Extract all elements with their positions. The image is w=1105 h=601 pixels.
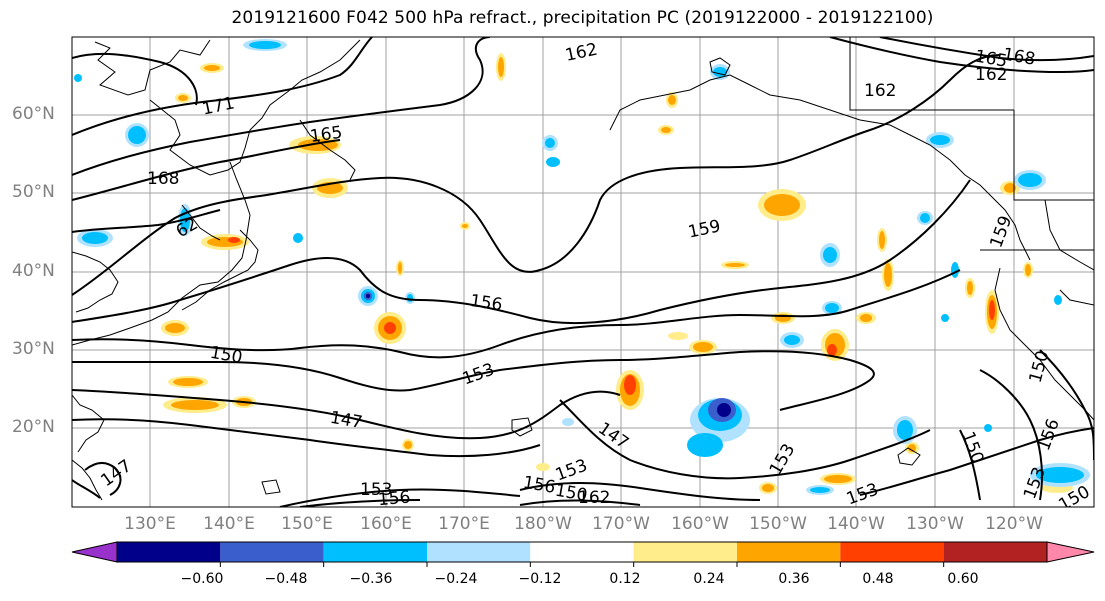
colorbar-tick-label: −0.24	[434, 571, 478, 587]
contour-label: 156	[469, 291, 504, 315]
colorbar-segment	[427, 542, 531, 562]
lat-label-30: 30°N	[12, 339, 55, 359]
lon-label: 120°W	[985, 514, 1043, 534]
colorbar-tick-label: −0.48	[264, 571, 308, 587]
lon-label: 130°E	[124, 514, 176, 534]
contour-label: 165	[309, 123, 344, 147]
lat-label-60: 60°N	[12, 104, 55, 124]
colorbar-segment	[530, 542, 634, 562]
colorbar	[71, 541, 1095, 567]
colorbar-segment	[737, 542, 841, 562]
lon-label: 170°E	[438, 514, 490, 534]
contour-label: 162	[864, 81, 896, 101]
contour-label: 156	[377, 487, 411, 510]
lon-label: 130°W	[906, 514, 964, 534]
plot-frame	[71, 36, 1095, 508]
lon-label: 150°W	[749, 514, 807, 534]
colorbar-extend-high	[1046, 541, 1095, 563]
contour-label: 162	[578, 488, 610, 508]
lon-label: 180°W	[514, 514, 572, 534]
contour-label: 153	[360, 480, 392, 500]
colorbar-tick-label: 0.24	[693, 571, 725, 587]
lat-label-40: 40°N	[12, 261, 55, 281]
colorbar-segment	[943, 542, 1047, 562]
colorbar-tick-label: −0.36	[349, 571, 393, 587]
precip-positive-areas	[161, 53, 1073, 494]
colorbar-tick-label: −0.12	[518, 571, 562, 587]
colorbar-segment	[323, 542, 427, 562]
lon-label: 140°W	[827, 514, 885, 534]
colorbar-tick-label: 0.48	[862, 571, 894, 587]
lon-label: 140°E	[203, 514, 255, 534]
lon-label: 160°E	[360, 514, 412, 534]
refractivity-contours	[72, 37, 1094, 507]
lon-label: 160°W	[671, 514, 729, 534]
colorbar-segment	[840, 542, 944, 562]
colorbar-segment	[220, 542, 324, 562]
map-title: 2019121600 F042 500 hPa refract., precip…	[231, 8, 934, 28]
colorbar-extend-low	[71, 541, 118, 563]
coastlines	[72, 37, 1094, 501]
colorbar-segment	[633, 542, 737, 562]
colorbar-segment	[117, 542, 221, 562]
lat-label-50: 50°N	[12, 182, 55, 202]
colorbar-tick-label: 0.60	[947, 571, 979, 587]
colorbar-tick-label: 0.12	[609, 571, 641, 587]
contour-label: 162	[975, 65, 1007, 85]
lon-label: 150°E	[281, 514, 333, 534]
lat-label-20: 20°N	[12, 417, 55, 437]
colorbar-tick-label: 0.36	[778, 571, 810, 587]
colorbar-tick-label: −0.60	[180, 571, 224, 587]
lon-label: 170°W	[592, 514, 650, 534]
colorbar-frame	[116, 541, 1048, 563]
contour-label: 168	[147, 169, 179, 189]
